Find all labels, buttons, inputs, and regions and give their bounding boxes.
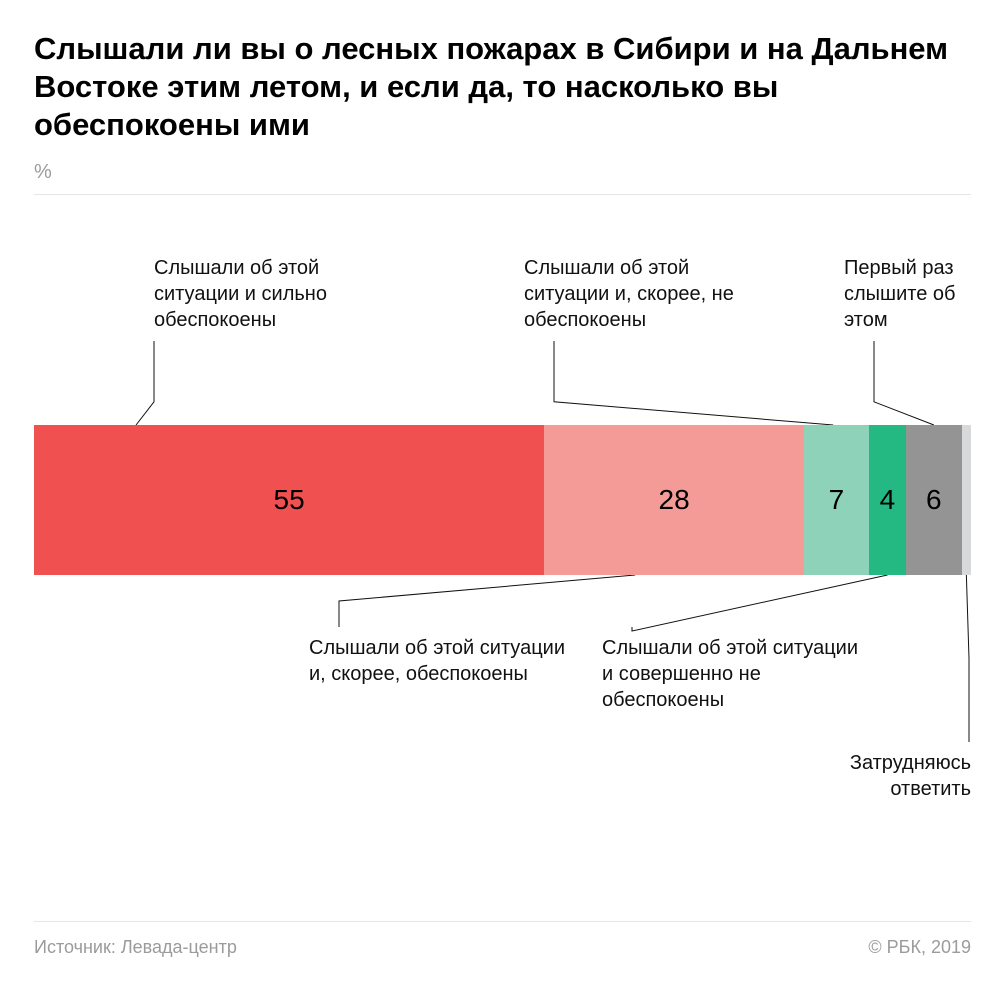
chart-unit: % <box>34 161 971 184</box>
leader-line <box>339 575 635 627</box>
bar-segment: 55 <box>34 425 544 575</box>
segment-label: Затрудняюсь ответить <box>771 750 971 802</box>
bar-segment <box>962 425 971 575</box>
leader-line <box>136 341 154 425</box>
segment-label: Первый раз слышите об этом <box>844 255 971 333</box>
bar-segment: 7 <box>804 425 869 575</box>
segment-label: Слышали об этой ситуации и, скорее, не о… <box>524 255 764 333</box>
leader-line <box>874 341 934 425</box>
chart-title: Слышали ли вы о лесных пожарах в Сибири … <box>34 30 971 143</box>
divider-bottom <box>34 921 971 922</box>
bar-segment: 6 <box>906 425 962 575</box>
bar-segment: 28 <box>544 425 804 575</box>
segment-label: Слышали об этой ситуации и, скорее, обес… <box>309 635 569 687</box>
leader-line <box>554 341 833 425</box>
bar-segment: 4 <box>869 425 906 575</box>
leader-line <box>632 575 888 631</box>
page: Слышали ли вы о лесных пожарах в Сибири … <box>0 0 1005 986</box>
segment-label: Слышали об этой ситуации и сильно обеспо… <box>154 255 394 333</box>
segment-label: Слышали об этой ситуации и совершенно не… <box>602 635 862 713</box>
chart-zone: 5528746 Слышали об этой ситуации и сильн… <box>34 195 971 785</box>
footer-credit: © РБК, 2019 <box>868 937 971 958</box>
stacked-bar: 5528746 <box>34 425 971 575</box>
footer-source: Источник: Левада-центр <box>34 937 237 958</box>
leader-line <box>966 575 969 742</box>
footer: Источник: Левада-центр © РБК, 2019 <box>34 937 971 958</box>
